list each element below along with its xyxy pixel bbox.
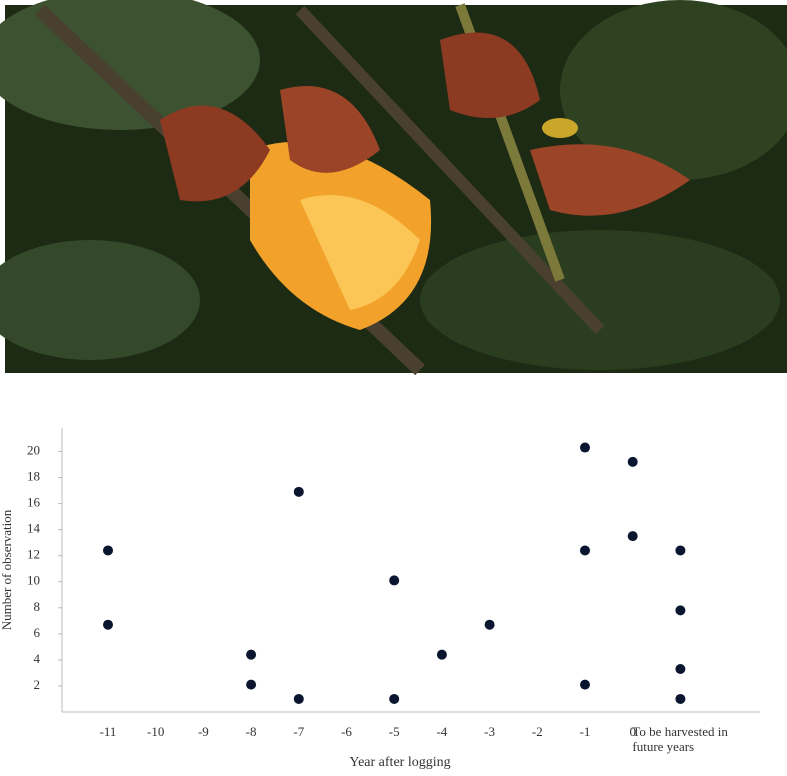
point [675,545,685,555]
x-tick-label: -11 [100,724,117,739]
bird-photo [0,0,787,373]
scatter-chart: Year after logging Number of observation… [0,428,760,770]
x-tick-label: -1 [580,724,591,739]
x-tick-label: -7 [293,724,304,739]
point [246,650,256,660]
x-tick-label: -3 [484,724,495,739]
x-tick-label-box: To be harvested in future years [620,724,740,764]
point [103,545,113,555]
point [389,694,399,704]
point [485,620,495,630]
point [628,531,638,541]
x-tick-label: To be harvested in future years [632,724,728,754]
y-tick-label: 16 [27,495,41,510]
page: Year after logging Number of observation… [0,0,787,771]
point [675,694,685,704]
y-tick-label: 20 [27,442,40,457]
point [246,680,256,690]
x-tick-label: -10 [147,724,164,739]
x-axis-label: Year after logging [349,755,450,770]
point [294,487,304,497]
y-tick-label: 12 [27,547,40,562]
x-tick-label: -9 [198,724,209,739]
y-tick-label: 14 [27,521,41,536]
point [628,457,638,467]
point [675,605,685,615]
y-tick-label: 10 [27,573,40,588]
x-tick-label: -5 [389,724,400,739]
y-tick-label: 6 [34,625,41,640]
point [675,664,685,674]
x-tick-label: -2 [532,724,543,739]
y-tick-label: 8 [34,599,41,614]
point [437,650,447,660]
point [389,575,399,585]
y-tick-label: 2 [34,677,41,692]
point [580,680,590,690]
x-tick-label: -8 [246,724,257,739]
x-tick-label: -6 [341,724,352,739]
point [103,620,113,630]
y-tick-label: 4 [34,651,41,666]
y-tick-label: 18 [27,468,40,483]
point [580,545,590,555]
point [294,694,304,704]
x-tick-label: -4 [436,724,447,739]
point [580,443,590,453]
y-axis-label: Number of observation [0,509,14,630]
